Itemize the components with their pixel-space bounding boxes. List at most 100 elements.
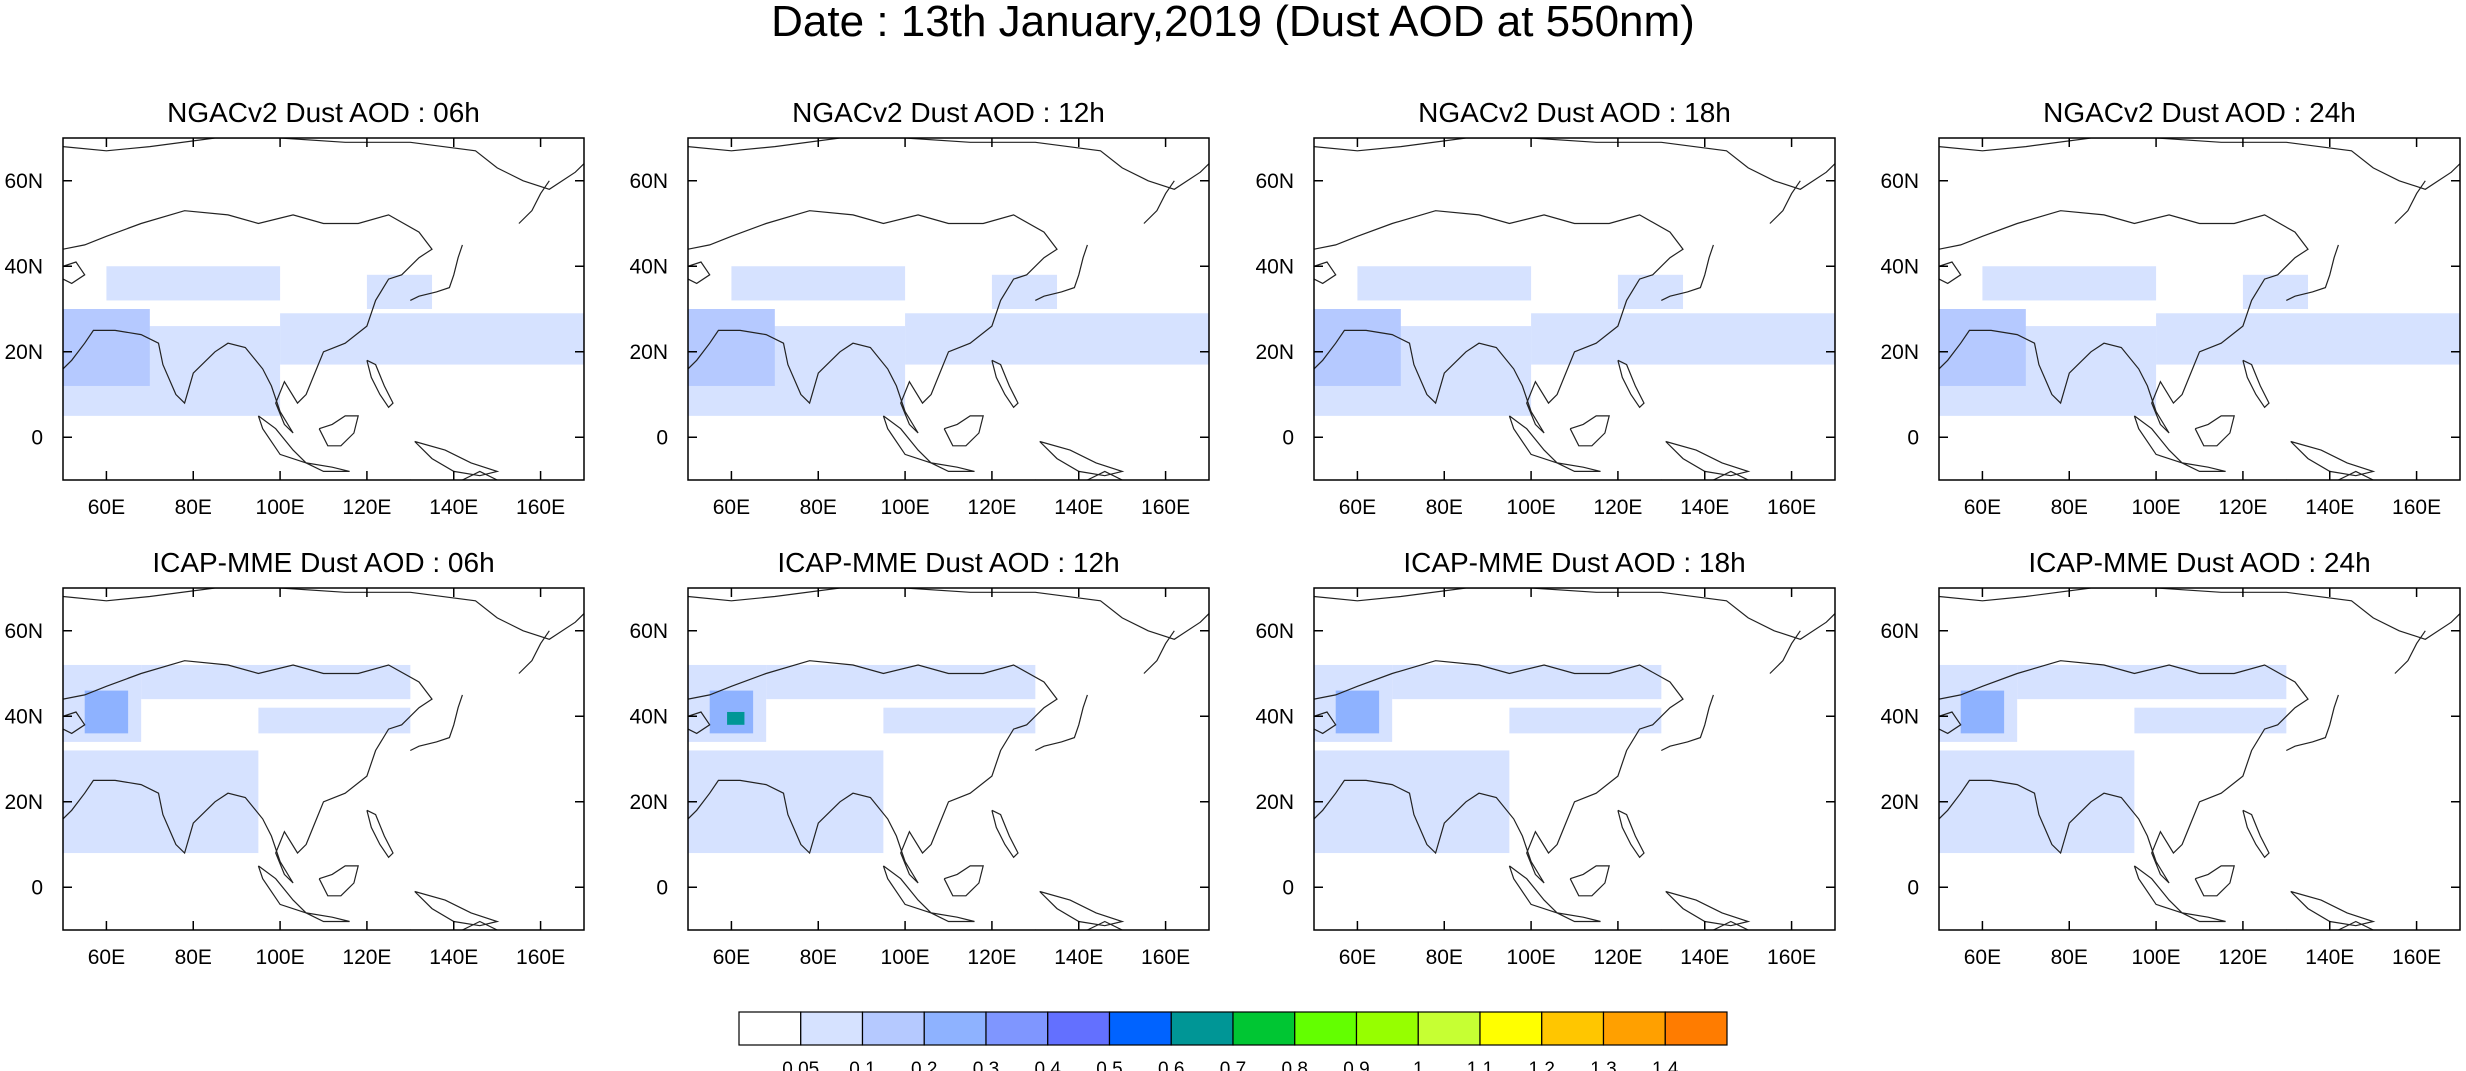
map-frame — [687, 587, 1210, 931]
lat-tick-label: 60N — [1880, 170, 1919, 193]
lat-tick-label: 0 — [31, 426, 43, 449]
coastline — [1665, 890, 1751, 927]
coastline — [2286, 920, 2374, 930]
coastline — [1143, 630, 1175, 674]
coastline — [1508, 415, 1558, 464]
coastline — [518, 180, 550, 224]
coastline — [1939, 588, 2460, 640]
map-frame — [687, 137, 1210, 481]
lon-tick-label: 140E — [1680, 496, 1729, 519]
coastline — [2194, 865, 2235, 897]
lat-tick-label: 20N — [4, 791, 43, 814]
lon-tick-label: 140E — [429, 496, 478, 519]
lon-tick-label: 60E — [713, 496, 750, 519]
coastline — [318, 865, 359, 897]
lon-tick-label: 160E — [2392, 946, 2441, 969]
lon-tick-label: 120E — [342, 946, 391, 969]
colorbar-label: 1.4 — [1652, 1059, 1679, 1071]
coastline — [2242, 359, 2270, 409]
lon-tick-label: 140E — [1054, 946, 1103, 969]
lon-tick-label: 60E — [1339, 496, 1376, 519]
coastline — [414, 440, 500, 477]
colorbar-box — [1602, 1011, 1666, 1046]
coastline — [943, 865, 984, 897]
lon-tick-label: 80E — [175, 496, 212, 519]
coastline — [688, 210, 1058, 434]
lon-tick-label: 100E — [881, 496, 930, 519]
panel-title: ICAP-MME Dust AOD : 18h — [1403, 547, 1745, 578]
map-panel: ICAP-MME Dust AOD : 06h 60E 80E 100E 120E 140… — [4, 547, 585, 969]
coastline — [1556, 912, 1601, 923]
coastline — [688, 711, 711, 735]
lat-tick-label: 20N — [1255, 791, 1294, 814]
map-frame — [1313, 587, 1836, 931]
dust-aod-area — [63, 309, 150, 386]
dust-aod-area — [2156, 313, 2460, 365]
lon-tick-label: 100E — [1507, 946, 1556, 969]
map-panel: NGACv2 Dust AOD : 24h 60E 80E 100E 120E 140E 1… — [1880, 97, 2461, 519]
coastline — [1617, 359, 1645, 409]
dust-aod-area — [1982, 266, 2157, 301]
coastline — [688, 588, 1209, 640]
coastline — [1143, 180, 1175, 224]
coastline — [930, 462, 975, 472]
map-panel: ICAP-MME Dust AOD : 18h 60E 80E 100E 120E 140… — [1255, 547, 1836, 969]
coastline — [688, 261, 711, 285]
coastline — [1939, 261, 1962, 285]
lat-tick-label: 0 — [656, 426, 668, 449]
coastline — [2194, 415, 2235, 447]
coastline — [63, 588, 584, 640]
lon-tick-label: 80E — [2051, 946, 2088, 969]
dust-aod-area — [280, 313, 584, 365]
coastline — [366, 359, 394, 409]
coastline — [1508, 865, 1558, 914]
coastline — [1939, 660, 2309, 884]
dust-aod-area — [905, 313, 1209, 365]
lon-tick-label: 140E — [1054, 496, 1103, 519]
lat-tick-label: 60N — [1255, 170, 1294, 193]
dust-aod-area — [1617, 274, 1684, 309]
lat-tick-label: 20N — [1255, 341, 1294, 364]
coastline — [1035, 920, 1123, 930]
coastline — [1569, 865, 1610, 897]
lat-tick-label: 60N — [4, 170, 43, 193]
lat-tick-label: 40N — [4, 255, 43, 278]
coastline — [1035, 244, 1088, 301]
coastline — [414, 890, 500, 927]
lon-tick-label: 160E — [1141, 496, 1190, 519]
colorbar-label: 0.9 — [1343, 1059, 1369, 1071]
colorbar-label: 0.05 — [782, 1059, 819, 1071]
coastline — [688, 660, 1058, 884]
lat-tick-label: 60N — [4, 620, 43, 643]
lon-tick-label: 140E — [429, 946, 478, 969]
dust-aod-area — [106, 266, 281, 301]
lon-tick-label: 160E — [2392, 496, 2441, 519]
dust-aod-area — [1509, 707, 1662, 734]
coastline — [2394, 180, 2426, 224]
lon-tick-label: 60E — [713, 946, 750, 969]
panel-title: ICAP-MME Dust AOD : 12h — [777, 547, 1119, 578]
colorbar-box — [1355, 1011, 1419, 1046]
coastline — [1939, 138, 2460, 190]
lat-tick-label: 60N — [1255, 620, 1294, 643]
lat-tick-label: 0 — [1907, 426, 1919, 449]
coastline — [2394, 630, 2426, 674]
coastline — [2181, 462, 2226, 472]
dust-aod-area — [1960, 690, 2005, 734]
lat-tick-label: 40N — [629, 255, 668, 278]
lon-tick-label: 80E — [800, 946, 837, 969]
coastline — [410, 694, 463, 752]
dust-aod-area — [84, 690, 129, 734]
lon-tick-label: 80E — [800, 496, 837, 519]
colorbar-box — [861, 1011, 925, 1046]
coastline — [1661, 244, 1714, 301]
lon-tick-label: 160E — [1141, 946, 1190, 969]
lat-tick-label: 0 — [1907, 876, 1919, 899]
coastline — [2286, 470, 2374, 480]
dust-aod-peak — [727, 711, 745, 725]
dust-aod-area — [991, 274, 1058, 309]
lon-tick-label: 60E — [1964, 946, 2001, 969]
dust-aod-area — [2242, 274, 2309, 309]
coastline — [2133, 865, 2183, 914]
